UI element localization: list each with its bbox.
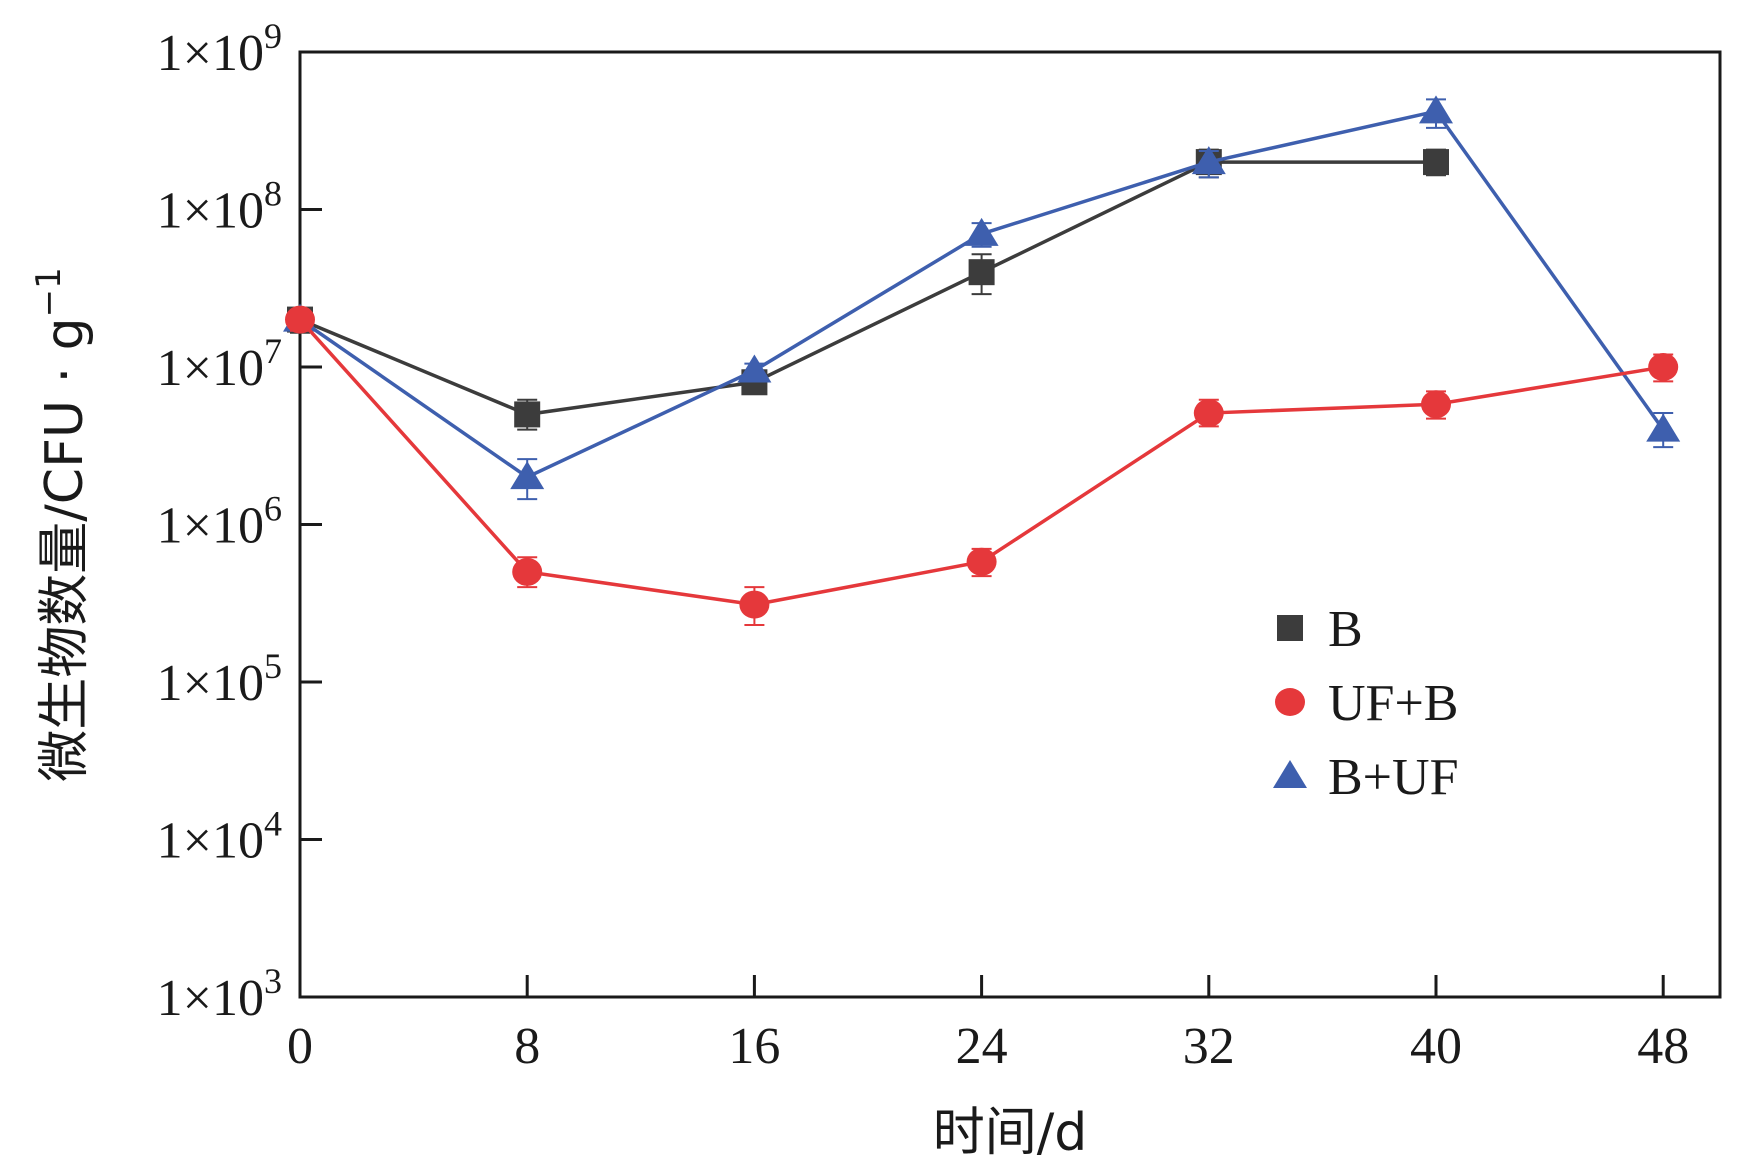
x-tick-label: 32 (1183, 1018, 1235, 1075)
x-tick-label: 16 (728, 1018, 780, 1075)
data-point (1646, 413, 1681, 442)
plot-frame (298, 50, 1722, 999)
x-axis-title: 时间/d (933, 1103, 1088, 1163)
x-tick-label: 24 (956, 1018, 1008, 1075)
data-point (1648, 353, 1679, 381)
axes: 0 8 16 24 32 40 48 1×103 1×104 1×105 1×106 1×107 1×1… (29, 16, 1722, 1163)
y-tick-label: 1×104 (157, 804, 282, 870)
data-point (1191, 146, 1226, 175)
data-point (737, 354, 772, 383)
legend-marker (1277, 615, 1303, 641)
data-point (1421, 390, 1451, 419)
plot-series (283, 95, 1681, 627)
series-B+UF (283, 95, 1681, 501)
legend-item-B: B (1277, 601, 1363, 658)
legend-label: UF+B (1328, 675, 1458, 732)
legend-label: B (1328, 601, 1363, 658)
legend: B UF+B B+UF (1273, 601, 1458, 806)
data-point (510, 461, 545, 490)
y-axis-title: 微生物数量/CFU · g−1 (29, 267, 95, 782)
x-tick-label: 0 (287, 1018, 313, 1075)
data-point (514, 401, 541, 428)
legend-item-UF+B: UF+B (1275, 675, 1458, 732)
y-tick-label: 1×107 (157, 331, 282, 397)
data-point (285, 305, 315, 334)
series-B (287, 148, 1449, 431)
data-point (739, 590, 770, 619)
data-point (964, 217, 999, 246)
series-line (299, 160, 1436, 417)
data-point (512, 557, 543, 586)
legend-item-B+UF: B+UF (1273, 749, 1458, 806)
x-tick-label: 40 (1410, 1018, 1462, 1075)
x-tick-label: 48 (1637, 1018, 1689, 1075)
legend-marker (1275, 688, 1305, 716)
x-tick-label: 8 (514, 1018, 540, 1075)
y-tick-label: 1×106 (157, 489, 282, 555)
y-tick-label: 1×103 (157, 961, 282, 1027)
data-point (968, 259, 995, 286)
data-point (1423, 149, 1449, 176)
y-tick-label: 1×105 (157, 646, 282, 712)
data-point (966, 547, 997, 576)
data-point (1193, 399, 1224, 428)
legend-marker (1273, 760, 1307, 788)
y-tick-label: 1×109 (157, 16, 282, 82)
y-tick-label: 1×108 (157, 174, 282, 240)
series-UF+B (285, 305, 1679, 627)
legend-label: B+UF (1328, 749, 1458, 806)
data-point (1419, 95, 1453, 124)
